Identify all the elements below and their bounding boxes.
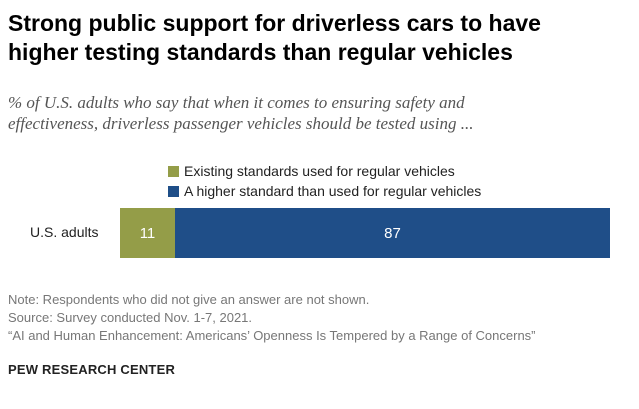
report-title-text: “AI and Human Enhancement: Americans’ Op… bbox=[8, 328, 536, 343]
category-label: U.S. adults bbox=[30, 224, 99, 240]
bar-existing-standards: 11 bbox=[120, 208, 175, 258]
legend-item-existing: Existing standards used for regular vehi… bbox=[168, 161, 481, 181]
legend-swatch-higher bbox=[168, 185, 179, 197]
title-line-2: higher testing standards than regular ve… bbox=[8, 39, 513, 65]
legend-swatch-existing bbox=[168, 165, 179, 177]
source-text: Source: Survey conducted Nov. 1-7, 2021. bbox=[8, 310, 253, 325]
subtitle-line-2: effectiveness, driverless passenger vehi… bbox=[8, 114, 474, 133]
chart-notes: Note: Respondents who did not give an an… bbox=[8, 291, 536, 345]
legend-label-existing: Existing standards used for regular vehi… bbox=[184, 163, 455, 179]
subtitle-line-1: % of U.S. adults who say that when it co… bbox=[8, 93, 465, 112]
data-label-existing: 11 bbox=[139, 224, 156, 242]
legend-item-higher: A higher standard than used for regular … bbox=[168, 181, 481, 201]
chart-title: Strong public support for driverless car… bbox=[8, 9, 628, 67]
title-line-1: Strong public support for driverless car… bbox=[8, 10, 541, 36]
legend-label-higher: A higher standard than used for regular … bbox=[184, 183, 482, 199]
chart-legend: Existing standards used for regular vehi… bbox=[168, 161, 481, 201]
data-label-higher: 87 bbox=[384, 224, 401, 242]
bar-higher-standard: 87 bbox=[175, 208, 610, 258]
brand-logo-text: PEW RESEARCH CENTER bbox=[8, 362, 176, 377]
note-text: Note: Respondents who did not give an an… bbox=[8, 292, 370, 307]
chart-subtitle: % of U.S. adults who say that when it co… bbox=[8, 92, 628, 134]
